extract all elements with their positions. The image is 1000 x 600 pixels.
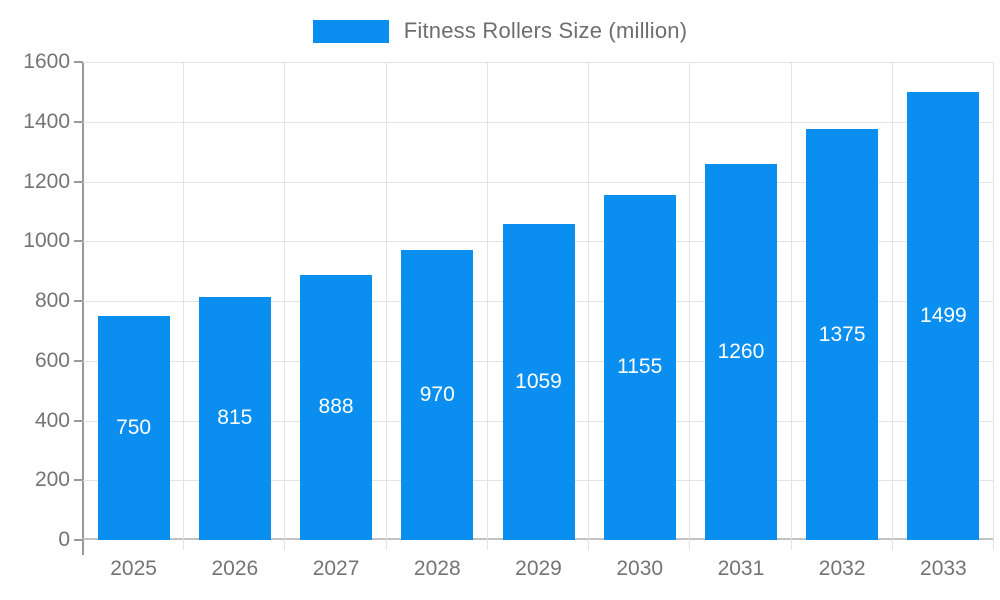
legend: Fitness Rollers Size (million) (0, 18, 1000, 44)
y-axis-tick (74, 359, 83, 362)
x-tick-label: 2026 (211, 557, 259, 580)
v-gridline (385, 62, 387, 550)
v-gridline (183, 62, 185, 550)
bar-2030: 1155 (603, 194, 676, 540)
bar-2032: 1375 (806, 129, 879, 540)
v-gridline (993, 62, 994, 550)
bar-2025: 750 (97, 315, 170, 540)
bar-value-label: 970 (419, 383, 455, 407)
x-tick-label: 2029 (515, 557, 562, 580)
bar-value-label: 815 (217, 406, 253, 430)
legend-swatch (312, 19, 389, 43)
bar-2029: 1059 (502, 223, 575, 540)
bar-2026: 815 (198, 296, 271, 540)
legend-label: Fitness Rollers Size (million) (403, 18, 688, 43)
bar-value-label: 1155 (617, 355, 663, 379)
x-tick-label: 2031 (717, 557, 765, 580)
y-axis-tick (74, 61, 83, 63)
bar-value-label: 888 (318, 395, 354, 419)
v-gridline (891, 62, 893, 550)
y-tick-label: 1200 (23, 169, 70, 193)
y-axis-tick (74, 479, 83, 482)
y-axis-tick (74, 120, 83, 123)
v-gridline (689, 62, 691, 550)
y-tick-label: 200 (34, 468, 70, 492)
y-tick-label: 800 (34, 289, 70, 312)
y-axis-line (82, 62, 84, 555)
bar-2031: 1260 (704, 163, 777, 540)
v-gridline (790, 62, 792, 550)
bar-value-label: 1059 (515, 369, 562, 393)
h-gridline (83, 121, 994, 123)
bar-2027: 888 (300, 274, 373, 540)
plot-area: 750 815 888 970 1059 1155 1260 1375 1499 (82, 62, 994, 555)
y-tick-label: 400 (34, 408, 70, 432)
y-tick-label: 600 (34, 348, 70, 372)
h-gridline (83, 181, 994, 183)
y-tick-label: 1000 (23, 229, 70, 253)
x-tick-label: 2025 (110, 557, 157, 580)
x-tick-label: 2030 (616, 557, 664, 580)
y-axis-tick (74, 180, 83, 183)
x-tick-label: 2027 (312, 557, 360, 580)
h-gridline (83, 62, 994, 63)
bar-value-label: 1375 (818, 322, 866, 346)
bar-2028: 970 (401, 250, 474, 540)
bar-value-label: 1260 (717, 339, 765, 363)
y-tick-label: 1400 (23, 109, 70, 133)
bar-2033: 1499 (907, 92, 980, 540)
v-gridline (284, 62, 286, 550)
y-axis-tick (74, 539, 83, 541)
y-tick-label: 1600 (23, 50, 70, 73)
v-gridline (486, 62, 488, 550)
y-axis-tick (74, 419, 83, 422)
bar-value-label: 750 (116, 415, 152, 439)
x-tick-label: 2033 (920, 557, 967, 580)
y-tick-label: 0 (58, 528, 70, 551)
y-axis-tick (74, 240, 83, 243)
x-tick-label: 2032 (818, 557, 866, 580)
y-axis-tick (74, 300, 83, 302)
v-gridline (588, 62, 590, 550)
x-tick-label: 2028 (413, 557, 461, 580)
bar-value-label: 1499 (920, 304, 967, 328)
